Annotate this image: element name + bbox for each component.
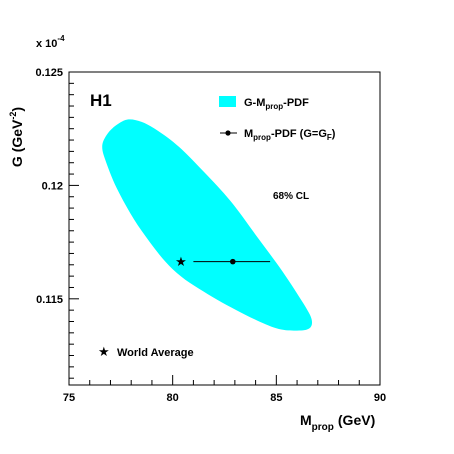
plot-frame	[68, 71, 381, 386]
y-multiplier: x 10-4	[36, 34, 65, 50]
y-axis-label: G (GeV-2)	[8, 107, 25, 167]
contour-68cl	[102, 119, 313, 331]
cl-label: 68% CL	[273, 191, 309, 202]
experiment-label: H1	[90, 91, 112, 110]
y-tick-label: 0.12	[42, 180, 63, 192]
tick-layer: 75 80 85 90 0.115 0.12 0.125	[35, 67, 386, 404]
x-tick-label: 80	[167, 392, 179, 404]
legend-swatch-contour	[219, 96, 236, 107]
x-tick-label: 90	[374, 392, 386, 404]
contour-layer	[102, 119, 313, 331]
y-tick-label: 0.125	[35, 67, 63, 79]
series-layer: ★	[175, 254, 271, 269]
y-tick-label: 0.115	[36, 294, 63, 306]
x-tick-label: 85	[270, 392, 282, 404]
world-average-label: World Average	[117, 347, 194, 359]
legend: G-Mprop-PDF Mprop-PDF (G=GF)	[219, 96, 336, 142]
legend-label-contour: G-Mprop-PDF	[244, 97, 309, 111]
legend-point-marker	[225, 130, 231, 136]
x-axis-label: Mprop (GeV)	[300, 412, 375, 433]
x-tick-label: 75	[63, 392, 75, 404]
world-average-star-marker: ★	[175, 254, 187, 269]
legend-label-point: Mprop-PDF (G=GF)	[244, 128, 336, 142]
world-average-star-icon: ★	[98, 344, 110, 359]
fit-point-marker	[229, 258, 236, 265]
